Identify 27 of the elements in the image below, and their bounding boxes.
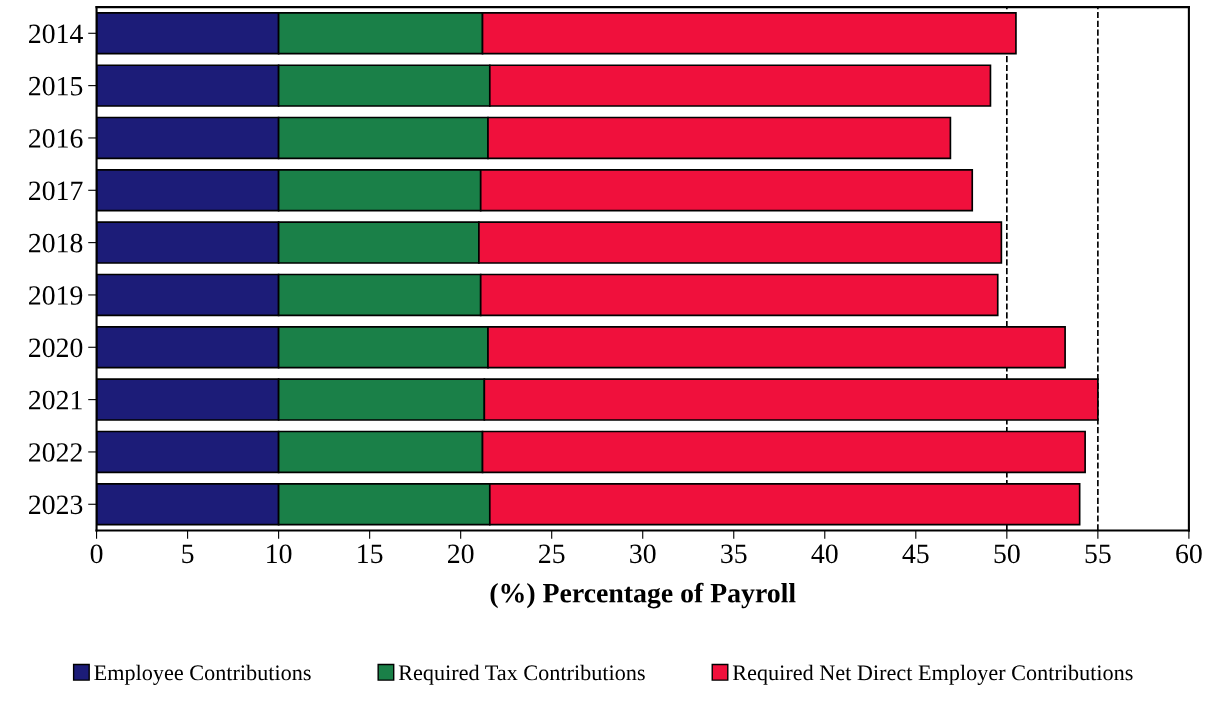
- x-tick-label: 35: [721, 544, 747, 564]
- x-tick-label: 15: [358, 544, 383, 564]
- y-tick-label: 2018: [29, 233, 83, 253]
- y-tick-label: 2022: [29, 443, 82, 462]
- y-tick-label: 2019: [29, 286, 83, 305]
- y-tick-label: 2023: [29, 495, 83, 515]
- x-tick-label: 30: [630, 544, 656, 564]
- x-tick-label: 20: [448, 544, 474, 564]
- y-tick-label: 2017: [29, 181, 83, 201]
- x-tick-label: 10: [267, 544, 292, 564]
- legend-label: Required Tax Contributions: [398, 664, 645, 685]
- x-tick-label: 0: [90, 544, 103, 564]
- x-tick-label: 45: [902, 544, 929, 564]
- y-tick-label: 2015: [29, 76, 83, 96]
- x-tick-label: 40: [811, 544, 838, 564]
- x-tick-label: 25: [539, 544, 565, 564]
- y-tick-label: 2016: [29, 129, 83, 148]
- legend-label: Employee Contributions: [94, 664, 311, 685]
- y-tick-label: 2021: [29, 390, 82, 410]
- x-tick-label: 50: [994, 544, 1020, 564]
- y-tick-label: 2020: [29, 338, 83, 358]
- legend-label: Required Net Direct Employer Contributions: [732, 664, 1133, 685]
- x-tick-label: 55: [1085, 544, 1111, 564]
- x-tick-label: 5: [182, 544, 194, 564]
- x-tick-label: 60: [1176, 544, 1202, 564]
- x-axis-title: (%) Percentage of Payroll: [490, 582, 796, 609]
- y-tick-label: 2014: [29, 24, 83, 44]
